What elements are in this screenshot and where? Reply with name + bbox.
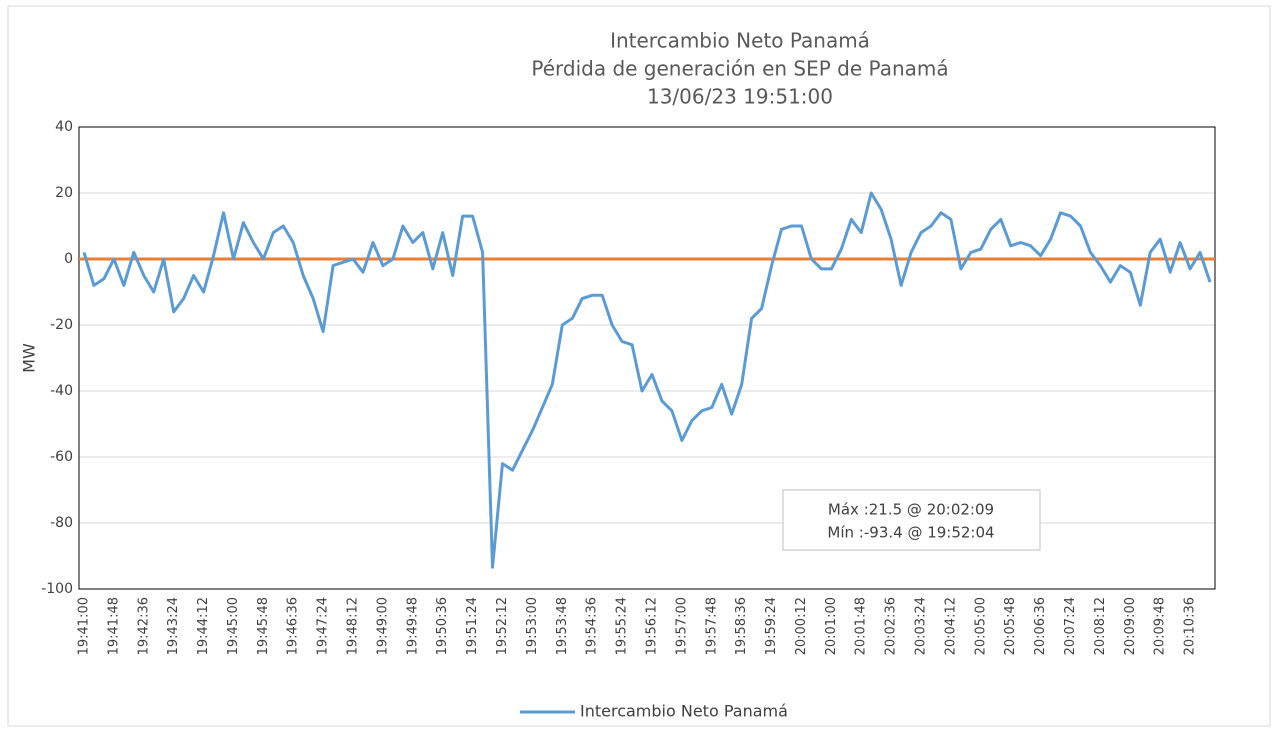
x-tick-label: 19:51:24 <box>465 597 480 655</box>
x-tick-label: 19:56:12 <box>644 597 659 655</box>
x-tick-label: 20:08:12 <box>1093 597 1108 655</box>
x-tick-label: 20:02:36 <box>884 597 899 655</box>
x-tick-label: 20:09:00 <box>1123 597 1138 655</box>
x-tick-label: 19:44:12 <box>196 597 211 655</box>
x-tick-label: 20:01:00 <box>824 597 839 655</box>
x-tick-label: 19:54:36 <box>585 597 600 655</box>
y-axis-label: MW <box>20 343 39 373</box>
x-tick-label: 19:50:36 <box>435 597 450 655</box>
x-tick-label: 19:41:00 <box>76 597 91 655</box>
data-line <box>82 191 1212 569</box>
x-tick-label: 19:57:48 <box>704 597 719 655</box>
plot: -100 -80 -60 -40 -20 0 20 40 19:41:00 19:41:48 19:… <box>41 119 1216 655</box>
annotation: Máx :21.5 @ 20:02:09 <box>828 501 994 519</box>
y-tick-label: -20 <box>50 317 73 333</box>
x-tick-label: 19:42:36 <box>136 597 151 655</box>
x-tick-label: 19:52:12 <box>495 597 510 655</box>
x-tick-label: 20:05:00 <box>973 597 988 655</box>
y-tick-label: -60 <box>50 449 73 465</box>
x-tick-label: 19:46:36 <box>286 597 301 655</box>
x-tick-label: 20:10:36 <box>1183 597 1198 655</box>
x-tick-label: 19:49:00 <box>375 597 390 655</box>
y-tick-label: -100 <box>41 581 73 597</box>
chart-subtitle: Pérdida de generación en SEP de Panamá <box>531 57 948 81</box>
y-tick-label: 0 <box>64 251 73 267</box>
y-tick-label: 40 <box>55 119 73 135</box>
x-tick-label: 19:58:36 <box>734 597 749 655</box>
x-tick-label: 20:09:48 <box>1153 597 1168 655</box>
x-tick-label: 20:06:36 <box>1033 597 1048 655</box>
x-tick-label: 19:53:48 <box>555 597 570 655</box>
chart-title: Intercambio Neto Panamá <box>610 29 870 53</box>
x-tick-label: 20:04:12 <box>943 597 958 655</box>
x-tick-label: 19:47:24 <box>316 597 331 655</box>
x-tick-label: 19:48:12 <box>346 597 361 655</box>
legend-label: Intercambio Neto Panamá <box>580 702 788 721</box>
y-tick-label: -40 <box>50 383 73 399</box>
chart-subtitle: 13/06/23 19:51:00 <box>647 85 833 109</box>
x-tick-label: 19:45:00 <box>226 597 241 655</box>
x-tick-label: 20:03:24 <box>914 597 929 655</box>
chart-frame <box>7 5 1271 727</box>
x-tick-label: 19:59:24 <box>764 597 779 655</box>
x-tick-label: 20:05:48 <box>1003 597 1018 655</box>
y-tick-label: -80 <box>50 515 73 531</box>
plot-border <box>78 126 1216 590</box>
annotation: Mín :-93.4 @ 19:52:04 <box>827 524 994 542</box>
x-tick-label: 19:55:24 <box>615 597 630 655</box>
x-tick-label: 19:49:48 <box>405 597 420 655</box>
annotation-box <box>782 489 1041 551</box>
x-tick-label: 19:41:48 <box>106 597 121 655</box>
x-tick-label: 19:45:48 <box>256 597 271 655</box>
x-tick-label: 20:01:48 <box>854 597 869 655</box>
x-tick-label: 19:43:24 <box>166 597 181 655</box>
x-tick-label: 20:00:12 <box>794 597 809 655</box>
x-tick-label: 19:53:00 <box>525 597 540 655</box>
x-tick-label: 20:07:24 <box>1063 597 1078 655</box>
y-tick-label: 20 <box>55 185 73 201</box>
x-tick-label: 19:57:00 <box>674 597 689 655</box>
